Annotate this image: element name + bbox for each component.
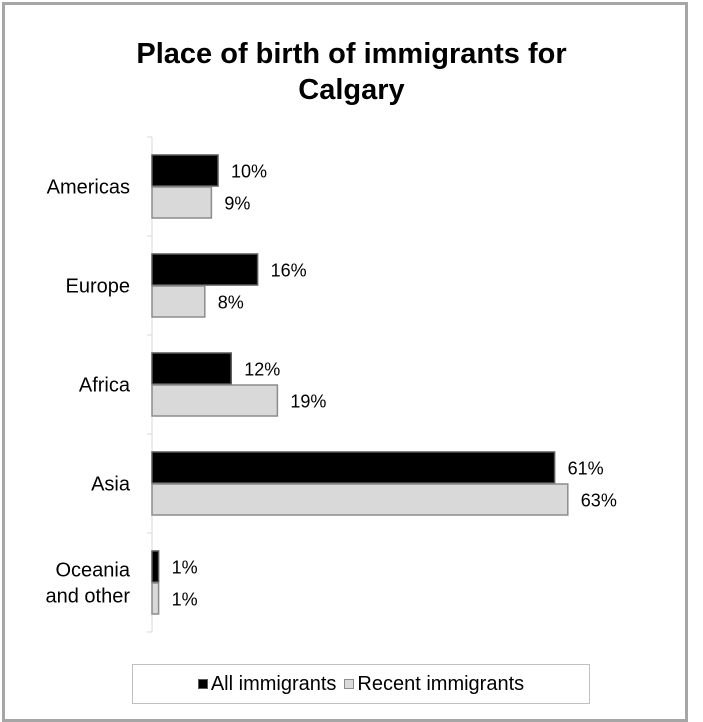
data-label: 9% bbox=[224, 194, 250, 214]
chart-title: Place of birth of immigrants for Calgary bbox=[0, 36, 703, 108]
category-label: Oceania bbox=[56, 560, 131, 582]
category-label: and other bbox=[45, 586, 130, 608]
bar-all bbox=[151, 253, 259, 286]
chart-title-line-1: Place of birth of immigrants for bbox=[136, 38, 567, 70]
data-label: 8% bbox=[218, 293, 244, 313]
legend-swatch-all bbox=[197, 679, 208, 689]
legend-item-recent: Recent immigrants bbox=[344, 673, 524, 696]
chart-title-line-2: Calgary bbox=[298, 74, 405, 106]
bar-all bbox=[151, 550, 160, 583]
data-label: 61% bbox=[568, 459, 604, 479]
chart-frame bbox=[2, 2, 688, 722]
chart-legend: All immigrants Recent immigrants bbox=[132, 664, 590, 704]
bar-recent bbox=[151, 582, 160, 615]
legend-swatch-recent bbox=[344, 679, 355, 689]
category-label: Europe bbox=[66, 276, 131, 298]
category-label: Africa bbox=[79, 375, 131, 397]
bar-recent bbox=[151, 285, 206, 318]
data-label: 19% bbox=[290, 392, 326, 412]
bar-recent bbox=[151, 384, 279, 417]
category-label: Americas bbox=[47, 177, 130, 199]
data-label: 1% bbox=[172, 558, 198, 578]
legend-item-all: All immigrants bbox=[197, 672, 337, 696]
legend-label-recent: Recent immigrants bbox=[357, 672, 525, 695]
data-label: 12% bbox=[244, 360, 280, 380]
data-label: 1% bbox=[172, 590, 198, 610]
legend-label-all: All immigrants bbox=[210, 672, 337, 695]
bar-all bbox=[151, 154, 219, 187]
data-label: 63% bbox=[581, 491, 617, 511]
bar-recent bbox=[151, 186, 213, 219]
bar-all bbox=[151, 451, 556, 484]
data-label: 10% bbox=[231, 162, 267, 182]
bar-all bbox=[151, 352, 232, 385]
bar-recent bbox=[151, 483, 569, 516]
category-label: Asia bbox=[91, 474, 131, 496]
data-label: 16% bbox=[271, 261, 307, 281]
